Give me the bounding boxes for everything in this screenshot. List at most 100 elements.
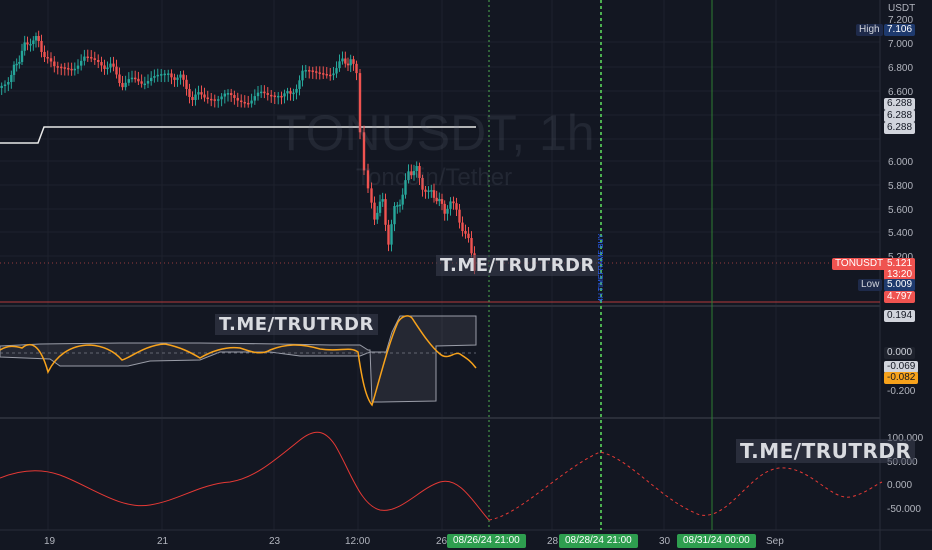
- candle: [464, 231, 467, 234]
- candlestick-series[interactable]: [0, 30, 476, 275]
- candle: [341, 58, 344, 62]
- cycle-pane[interactable]: [0, 431, 883, 521]
- oscillator-pane[interactable]: [0, 315, 477, 407]
- time-axis-label: 30: [659, 536, 671, 547]
- candle: [240, 100, 243, 103]
- candle: [32, 40, 35, 44]
- support-line: [0, 126, 476, 144]
- date-tag: 08/28/24 21:00: [559, 534, 638, 548]
- candle: [170, 73, 173, 78]
- candle: [115, 66, 118, 75]
- date-tag: 08/31/24 00:00: [677, 534, 756, 548]
- candle: [176, 77, 179, 80]
- candle: [213, 99, 216, 101]
- candle: [260, 91, 263, 94]
- candle: [378, 201, 382, 213]
- candle: [182, 74, 185, 80]
- promo-watermark: T.ME/TRUTRDR: [736, 439, 916, 463]
- oscillator-line: [0, 315, 477, 407]
- candle: [352, 59, 355, 64]
- candle: [206, 97, 209, 100]
- candle: [140, 81, 143, 84]
- candle: [301, 70, 304, 81]
- candle: [435, 197, 438, 202]
- candle: [283, 93, 286, 97]
- candle: [167, 73, 170, 75]
- candle: [118, 74, 121, 83]
- cycle-axis-label: 0.000: [887, 480, 912, 491]
- ticker-label: TONUSDT: [832, 258, 887, 270]
- candle: [106, 67, 109, 70]
- candle: [270, 94, 273, 97]
- bar-countdown: 13:20: [887, 269, 913, 280]
- candle: [220, 96, 223, 100]
- candle: [40, 40, 43, 52]
- candle: [63, 67, 66, 69]
- candle: [80, 60, 83, 66]
- candle: [83, 56, 86, 61]
- osc-value-badge: -0.082: [884, 372, 919, 384]
- pair-watermark: Toncoin/Tether: [356, 164, 513, 191]
- candle: [93, 58, 96, 60]
- grid: [0, 0, 880, 530]
- low-value-badge: 5.009: [884, 279, 916, 291]
- candle: [185, 79, 188, 89]
- candle: [76, 65, 80, 69]
- candle: [470, 238, 473, 254]
- candle: [34, 36, 38, 41]
- candle: [226, 93, 230, 95]
- price-axis[interactable]: 7.200 7.000 6.800 6.600 6.000 5.800 5.600 5.400…: [888, 15, 913, 263]
- candle: [362, 132, 366, 171]
- candle: [318, 72, 321, 74]
- candle: [401, 194, 404, 205]
- candle: [43, 51, 46, 57]
- osc-zero-badge: 0.000: [884, 347, 916, 359]
- low-label: Low: [858, 279, 883, 291]
- candle: [86, 56, 89, 59]
- candle: [112, 63, 115, 67]
- cycle-axis-label: -50.000: [887, 504, 921, 515]
- candle: [153, 76, 156, 78]
- candle: [223, 93, 226, 97]
- candle: [440, 199, 444, 204]
- price-axis-label: 6.600: [888, 87, 913, 98]
- candle: [421, 177, 424, 190]
- candle: [424, 189, 427, 192]
- price-axis-label: 7.000: [888, 39, 913, 50]
- price-axis-label: 6.000: [888, 157, 913, 168]
- candle: [432, 190, 436, 198]
- buy-signal-note: 4H TIMEFRAME BUY: [598, 233, 605, 302]
- candle: [266, 93, 269, 95]
- osc-top-badge: 0.194: [884, 310, 916, 322]
- osc-axis-label: -0.200: [887, 386, 916, 397]
- candle: [243, 101, 246, 104]
- candle: [467, 233, 470, 239]
- candle: [23, 42, 26, 51]
- candle: [349, 59, 352, 66]
- candle: [346, 63, 350, 66]
- candle: [56, 66, 59, 68]
- candle: [250, 100, 253, 104]
- high-label: High: [856, 24, 883, 36]
- time-axis-label: 21: [157, 536, 169, 547]
- high-value-badge: 7.106: [884, 24, 916, 36]
- candle: [197, 92, 200, 95]
- candle: [233, 95, 236, 98]
- candle: [146, 81, 150, 84]
- candle: [20, 50, 24, 62]
- candle: [247, 102, 250, 105]
- candle: [387, 224, 390, 245]
- candle: [396, 205, 399, 207]
- candle: [308, 70, 311, 72]
- oscillator-band: [0, 315, 477, 403]
- time-axis-label: 23: [269, 536, 281, 547]
- price-axis-label: 5.400: [888, 228, 913, 239]
- candle: [298, 80, 301, 89]
- candle: [230, 93, 233, 96]
- candle: [390, 224, 393, 245]
- time-axis-label: 19: [44, 536, 56, 547]
- candle: [109, 63, 112, 68]
- candle: [134, 77, 137, 80]
- candle: [289, 91, 292, 94]
